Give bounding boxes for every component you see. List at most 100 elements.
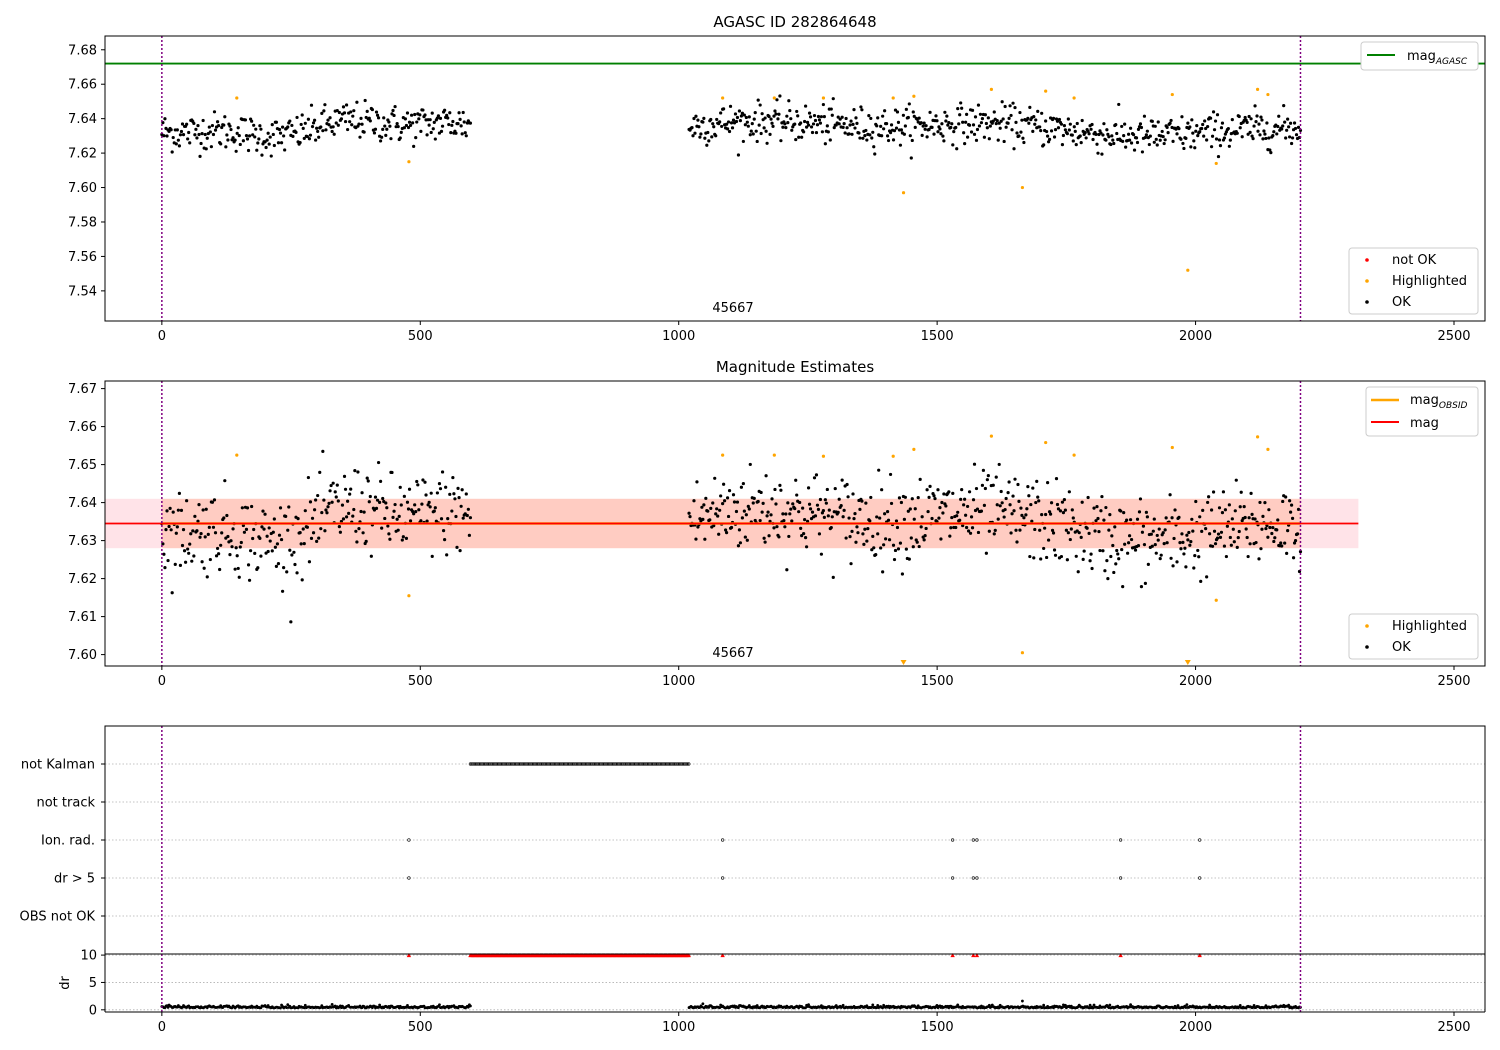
ok-point [301,126,305,130]
ok-point [837,122,841,126]
ok-point [840,115,844,119]
ok-point [197,503,201,507]
ok-point [448,492,452,496]
ok-point [1219,530,1224,534]
ok-point [207,125,211,129]
ok-point [821,102,825,107]
ok-point [934,114,938,118]
ok-point [315,539,319,543]
ok-point [1259,115,1263,119]
ok-point [173,562,177,566]
ok-point [1136,544,1141,548]
ok-point [706,130,710,135]
ok-point [855,121,859,125]
ok-point [1098,548,1102,553]
ok-point [1296,507,1301,511]
ok-point [837,497,841,501]
ok-point [1123,542,1127,546]
ok-point [880,488,884,492]
ok-point [180,543,185,548]
ok-point [165,134,169,138]
ok-point [1065,558,1069,562]
ok-point [1279,541,1283,545]
ok-point [998,504,1002,508]
ok-point [1282,104,1286,108]
ok-point [1155,143,1159,147]
ok-point [329,483,333,488]
ok-point [447,122,451,127]
ok-point [1048,512,1053,516]
ok-point [1006,121,1010,125]
ok-point [299,122,303,127]
ok-point [959,497,963,501]
ok-point [1128,518,1133,522]
ok-point [270,549,274,553]
ok-point [187,551,191,555]
ok-point [354,529,358,533]
ok-point [182,549,187,553]
ok-point [703,136,707,140]
ok-point [279,141,284,145]
ok-point [170,150,174,154]
ok-point [256,141,260,145]
ok-point [225,513,229,518]
ok-point [912,114,916,118]
ok-point [1211,110,1216,114]
ok-point [285,570,289,574]
ok-point [190,559,194,563]
ok-point [220,125,224,130]
ok-point [245,506,250,510]
ok-point [961,523,965,528]
ok-point [161,542,165,546]
ok-point [825,487,829,492]
ok-point [1083,131,1087,135]
legend2-highlighted-marker [1365,624,1369,628]
ok-point [867,114,871,118]
ok-point [1111,543,1115,548]
ok-point [286,528,290,532]
ok-point [409,113,414,117]
ok-point [1267,508,1271,512]
ok-point [429,491,433,495]
ok-point [1139,125,1144,130]
ok-point [985,478,989,482]
dr-point [279,1006,282,1010]
dr-point [1108,1003,1112,1007]
ok-point [804,545,809,549]
ok-point [417,117,421,121]
ok-point [795,493,799,497]
ok-point [1228,138,1232,142]
ok-point [700,505,704,509]
ok-point [236,126,240,130]
ok-point [1129,141,1134,145]
ok-point [1009,531,1013,535]
ok-point [1239,490,1243,494]
ok-point [729,525,734,530]
ok-point [1015,131,1019,135]
ok-point [1254,120,1258,124]
ok-point [298,531,302,535]
ok-point [775,525,779,529]
ok-point [387,532,391,536]
ok-point [1068,537,1072,542]
flag-point [951,838,955,842]
ok-point [790,128,794,132]
ok-point [404,536,409,540]
ok-point [316,129,320,134]
ok-point [706,509,710,513]
ok-point [162,552,166,556]
ok-point [691,134,695,138]
ok-point [794,137,798,142]
ok-point [891,543,896,547]
ok-point [324,508,328,512]
ok-point [1256,129,1260,133]
ok-point [293,562,297,567]
ok-point [294,130,298,134]
ok-point [850,132,854,136]
ok-point [784,512,788,516]
ok-point [1054,477,1059,481]
ok-point [992,532,996,536]
ok-point [238,545,242,549]
ok-point [374,506,379,510]
ok-point [357,122,361,126]
